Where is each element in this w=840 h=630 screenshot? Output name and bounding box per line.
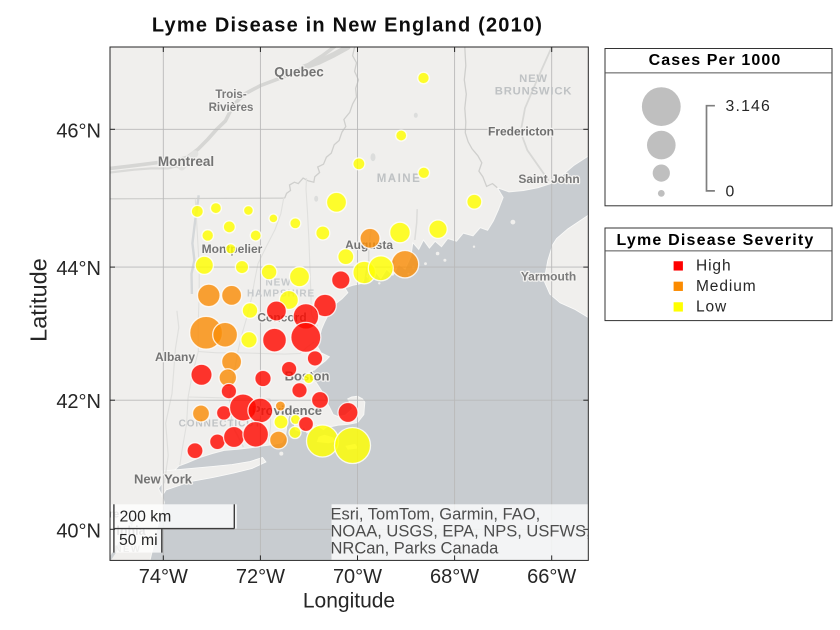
svg-text:Lyme Disease Severity: Lyme Disease Severity — [616, 232, 814, 249]
svg-text:66°W: 66°W — [527, 566, 576, 588]
svg-text:Fredericton: Fredericton — [488, 125, 554, 139]
svg-text:Cases Per 1000: Cases Per 1000 — [649, 52, 782, 69]
svg-text:42°N: 42°N — [56, 391, 101, 413]
svg-text:NOAA, USGS, EPA, NPS, USFWS,: NOAA, USGS, EPA, NPS, USFWS, — [331, 522, 591, 540]
svg-text:Esri, TomTom, Garmin, FAO,: Esri, TomTom, Garmin, FAO, — [331, 505, 541, 523]
svg-text:Yarmouth: Yarmouth — [521, 270, 576, 284]
svg-text:Rivières: Rivières — [209, 102, 254, 114]
svg-text:0: 0 — [726, 183, 735, 200]
svg-text:40°N: 40°N — [56, 520, 101, 542]
svg-text:50 mi: 50 mi — [119, 532, 158, 549]
svg-text:46°N: 46°N — [56, 120, 101, 142]
svg-text:Low: Low — [696, 299, 727, 316]
svg-text:Lyme Disease in New England (2: Lyme Disease in New England (2010) — [152, 15, 543, 37]
svg-text:NEW: NEW — [519, 73, 548, 85]
svg-text:Albany: Albany — [155, 350, 195, 364]
svg-text:Montreal: Montreal — [158, 154, 214, 169]
svg-text:High: High — [696, 258, 731, 275]
svg-text:Saint John: Saint John — [518, 172, 579, 186]
svg-text:200 km: 200 km — [120, 508, 172, 525]
svg-text:BRUNSWICK: BRUNSWICK — [495, 86, 573, 98]
svg-text:3.146: 3.146 — [726, 98, 772, 115]
svg-text:74°W: 74°W — [139, 566, 188, 588]
svg-text:Medium: Medium — [696, 278, 757, 295]
svg-text:NRCan, Parks Canada: NRCan, Parks Canada — [331, 539, 500, 557]
svg-text:44°N: 44°N — [56, 258, 101, 280]
svg-text:Trois-: Trois- — [215, 89, 246, 101]
svg-text:72°W: 72°W — [236, 566, 285, 588]
svg-text:New York: New York — [134, 472, 193, 487]
svg-text:Latitude: Latitude — [26, 258, 52, 342]
svg-text:70°W: 70°W — [333, 566, 382, 588]
svg-text:HAMPSHIRE: HAMPSHIRE — [247, 289, 315, 300]
svg-text:CONNECTICUT: CONNECTICUT — [179, 419, 262, 430]
svg-text:NEW: NEW — [265, 278, 291, 289]
svg-text:68°W: 68°W — [430, 566, 479, 588]
svg-text:Quebec: Quebec — [274, 65, 324, 80]
svg-text:MAINE: MAINE — [377, 173, 422, 185]
svg-text:Longitude: Longitude — [303, 590, 395, 613]
